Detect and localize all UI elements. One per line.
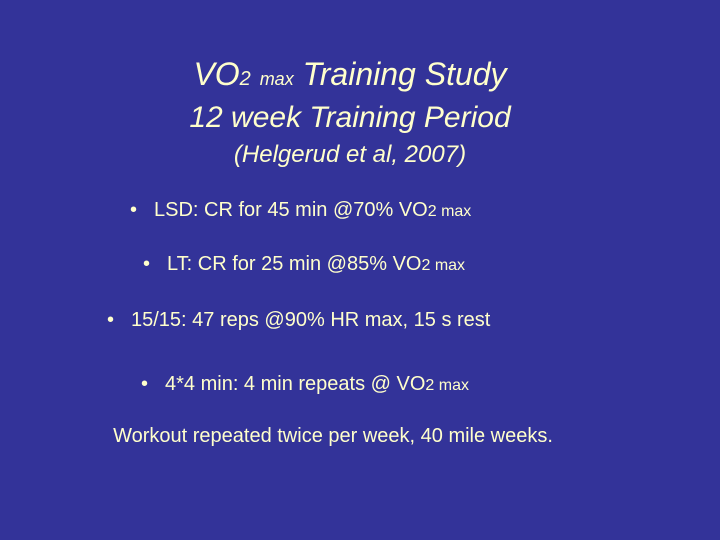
bullet-item-15-15: • 15/15: 47 reps @90% HR max, 15 s rest [107, 309, 490, 332]
bullet-dot: • [130, 199, 138, 221]
title-subscript-2: 2 [239, 68, 251, 90]
bullet-text: 4*4 min: 4 min repeats @ VO [165, 373, 426, 395]
bullet-item-lsd: • LSD: CR for 45 min @70% VO2 max [130, 199, 471, 222]
bullet-subscript: 2 max [427, 203, 472, 220]
bullet-text: 15/15: 47 reps @90% HR max, 15 s rest [131, 309, 491, 331]
bullet-dot: • [107, 309, 115, 331]
bullet-item-4x4: • 4*4 min: 4 min repeats @ VO2 max [141, 373, 469, 396]
bullet-dot: • [143, 253, 151, 275]
bullet-text: LT: CR for 25 min @85% VO [167, 253, 422, 275]
title-vo: VO [193, 56, 240, 92]
slide-title: VO2 max Training Study [0, 56, 710, 93]
slide-footer: Workout repeated twice per week, 40 mile… [113, 425, 553, 447]
bullet-item-lt: • LT: CR for 25 min @85% VO2 max [143, 253, 465, 276]
bullet-subscript: 2 max [421, 257, 466, 274]
title-max: max [259, 69, 294, 89]
bullet-dot: • [141, 373, 149, 395]
bullet-subscript: 2 max [425, 377, 469, 394]
slide-citation: (Helgerud et al, 2007) [233, 141, 467, 168]
bullet-text: LSD: CR for 45 min @70% VO [154, 199, 428, 221]
slide-subtitle: 12 week Training Period [189, 101, 511, 134]
title-rest: Training Study [302, 56, 507, 92]
